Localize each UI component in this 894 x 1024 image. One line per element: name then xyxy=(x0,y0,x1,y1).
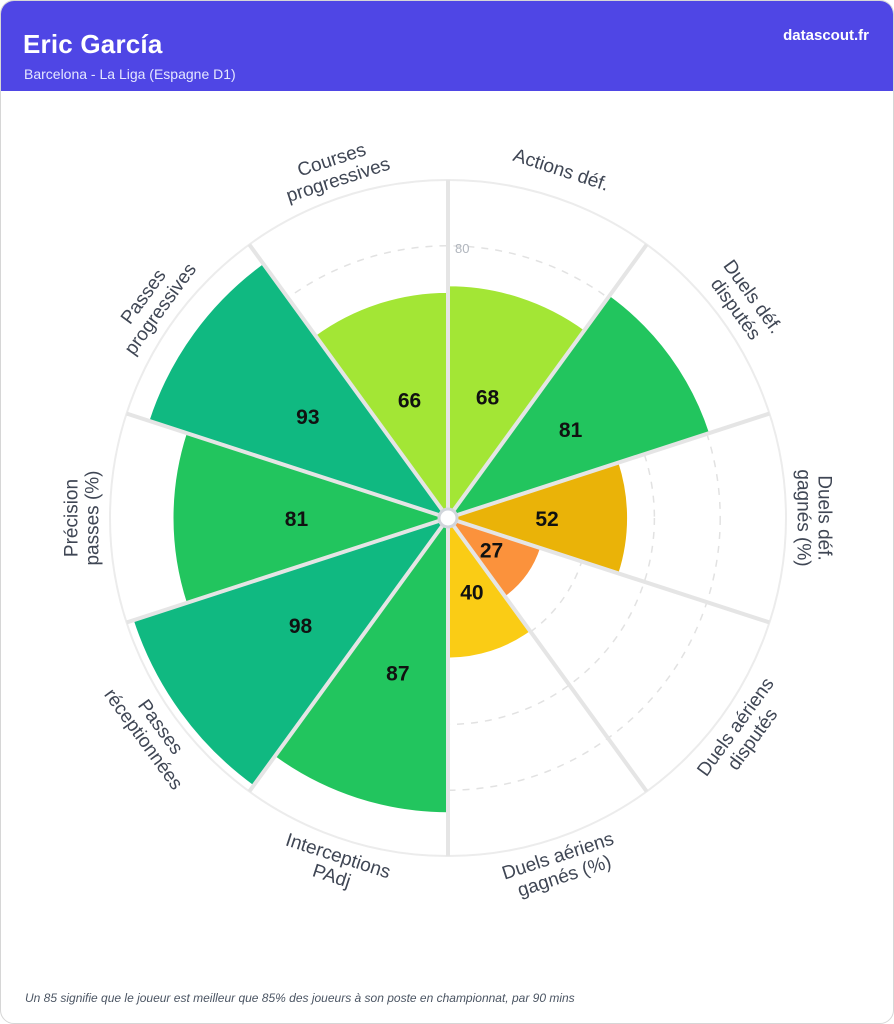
value-label-8: 81 xyxy=(285,508,309,531)
spoke-5 xyxy=(451,524,649,793)
spoke-3 xyxy=(455,411,771,518)
value-label-5: 40 xyxy=(460,582,483,605)
player-name: Eric García xyxy=(23,29,163,59)
ring-label-80: 80 xyxy=(455,241,469,256)
value-label-7: 98 xyxy=(289,615,313,638)
spoke-2 xyxy=(451,243,649,512)
value-label-9: 93 xyxy=(296,406,319,429)
spoke-9 xyxy=(125,411,441,518)
value-label-6: 87 xyxy=(386,662,409,685)
player-team: Barcelona - La Liga (Espagne D1) xyxy=(24,66,236,82)
center-hub xyxy=(437,507,459,529)
category-label-line: passes (%) xyxy=(83,470,104,565)
category-label-3: Duels déf.gagnés (%) xyxy=(793,469,835,566)
value-label-1: 68 xyxy=(476,386,500,409)
category-label-line: Précision xyxy=(62,479,83,557)
category-label-line: Duels déf. xyxy=(814,475,835,561)
spoke-8 xyxy=(125,518,441,625)
footnote: Un 85 signifie que le joueur est meilleu… xyxy=(25,991,575,1005)
value-label-2: 81 xyxy=(559,419,583,442)
wedges-group xyxy=(131,261,712,815)
category-label-line: gagnés (%) xyxy=(793,469,814,566)
brand-link[interactable]: datascout.fr xyxy=(783,27,869,44)
value-label-3: 52 xyxy=(535,508,558,531)
category-label-8: Précision passes (%) xyxy=(62,470,104,565)
spoke-7 xyxy=(247,524,445,793)
value-label-10: 66 xyxy=(398,390,421,413)
spoke-10 xyxy=(247,243,445,512)
header-bar: Eric García Barcelona - La Liga (Espagne… xyxy=(1,1,893,91)
spoke-4 xyxy=(455,518,771,625)
value-label-4: 27 xyxy=(480,540,503,563)
